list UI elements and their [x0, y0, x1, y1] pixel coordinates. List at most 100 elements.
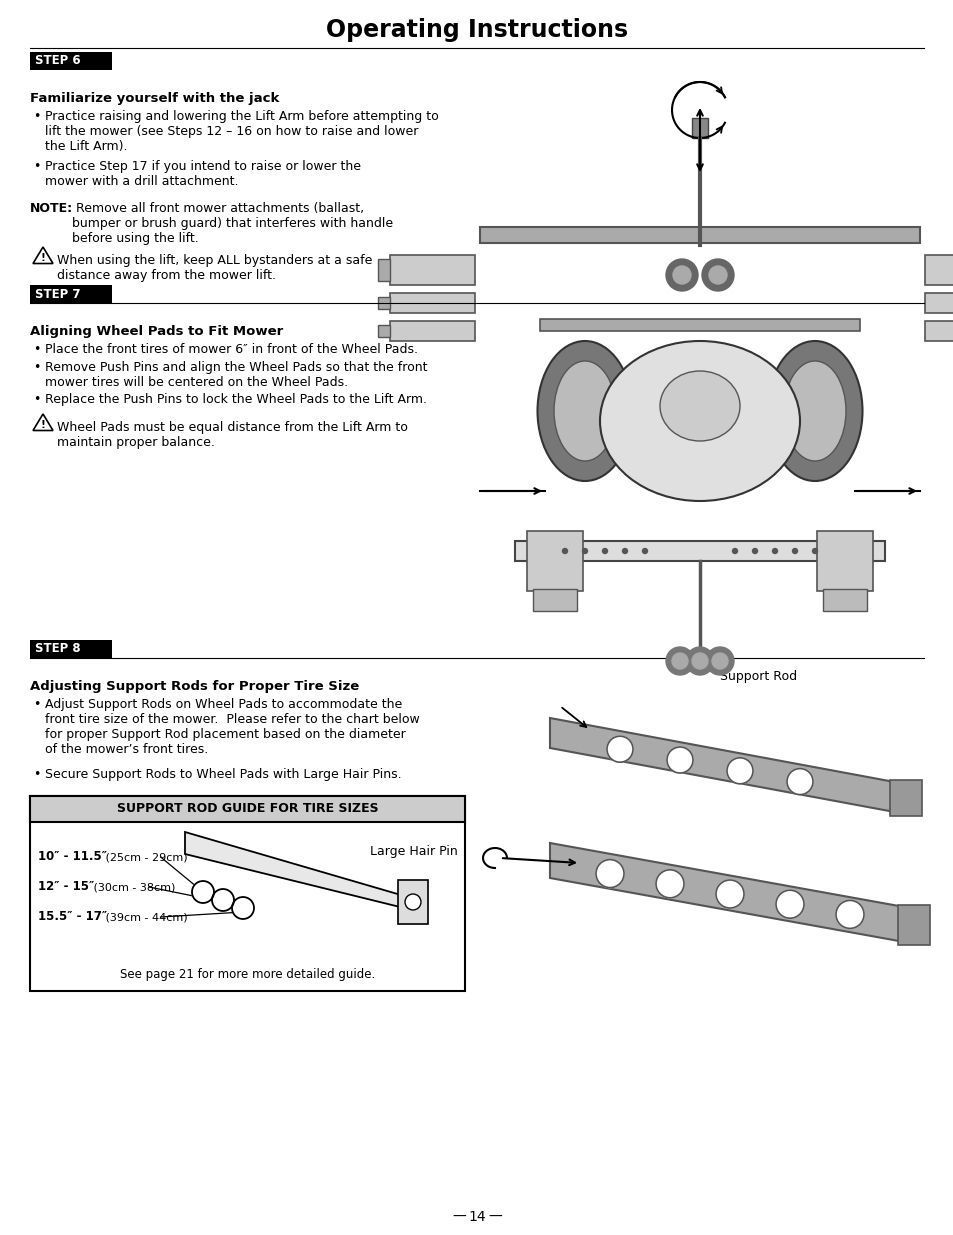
Circle shape — [596, 860, 623, 888]
Polygon shape — [33, 247, 53, 263]
Bar — [30, 640, 112, 658]
Ellipse shape — [599, 341, 800, 501]
Text: —: — — [452, 1210, 465, 1224]
Ellipse shape — [537, 341, 632, 480]
Circle shape — [671, 653, 687, 669]
Circle shape — [705, 647, 733, 676]
Text: (39cm - 44cm): (39cm - 44cm) — [102, 911, 187, 923]
Polygon shape — [550, 844, 909, 944]
Text: Place the front tires of mower 6″ in front of the Wheel Pads.: Place the front tires of mower 6″ in fro… — [45, 343, 417, 356]
Text: STEP 7: STEP 7 — [35, 288, 80, 300]
Text: SUPPORT ROD GUIDE FOR TIRE SIZES: SUPPORT ROD GUIDE FOR TIRE SIZES — [116, 803, 378, 815]
Polygon shape — [550, 718, 899, 813]
Bar — [377, 296, 390, 309]
Text: When using the lift, keep ALL bystanders at a safe
distance away from the mower : When using the lift, keep ALL bystanders… — [57, 254, 372, 282]
Bar — [390, 254, 475, 285]
Bar — [30, 797, 464, 990]
Text: •: • — [33, 161, 40, 173]
Circle shape — [772, 548, 777, 553]
Text: Aligning Wheel Pads to Fit Mower: Aligning Wheel Pads to Fit Mower — [30, 325, 283, 338]
Bar — [924, 293, 953, 312]
Circle shape — [606, 736, 633, 762]
Circle shape — [212, 889, 233, 911]
Bar — [30, 285, 112, 303]
Text: !: ! — [41, 420, 46, 430]
Text: 12″ - 15″: 12″ - 15″ — [38, 881, 94, 893]
Text: •: • — [33, 698, 40, 711]
Circle shape — [672, 266, 690, 284]
Circle shape — [716, 881, 743, 908]
Text: !: ! — [41, 253, 46, 263]
Text: •: • — [33, 768, 40, 781]
Text: Large Hair Pin: Large Hair Pin — [370, 845, 457, 857]
Circle shape — [192, 881, 213, 903]
Circle shape — [752, 548, 757, 553]
Text: 15.5″ - 17″: 15.5″ - 17″ — [38, 910, 107, 924]
Bar — [515, 541, 884, 561]
Circle shape — [665, 259, 698, 291]
Circle shape — [666, 747, 692, 773]
Text: Practice raising and lowering the Lift Arm before attempting to
lift the mower (: Practice raising and lowering the Lift A… — [45, 110, 438, 153]
Text: Adjusting Support Rods for Proper Tire Size: Adjusting Support Rods for Proper Tire S… — [30, 680, 359, 693]
Bar — [30, 797, 464, 823]
Text: Practice Step 17 if you intend to raise or lower the
mower with a drill attachme: Practice Step 17 if you intend to raise … — [45, 161, 360, 188]
Text: Support Rod: Support Rod — [720, 671, 797, 683]
Circle shape — [775, 890, 803, 918]
Circle shape — [835, 900, 863, 929]
Bar — [691, 119, 707, 138]
Bar — [889, 781, 921, 816]
Text: STEP 8: STEP 8 — [35, 642, 81, 656]
Bar — [897, 905, 929, 945]
Bar — [822, 589, 866, 611]
Circle shape — [726, 758, 752, 784]
Circle shape — [708, 266, 726, 284]
Ellipse shape — [659, 370, 740, 441]
Text: •: • — [33, 343, 40, 356]
Ellipse shape — [783, 361, 845, 461]
Circle shape — [405, 894, 420, 910]
Text: Secure Support Rods to Wheel Pads with Large Hair Pins.: Secure Support Rods to Wheel Pads with L… — [45, 768, 401, 781]
Ellipse shape — [554, 361, 616, 461]
Text: Operating Instructions: Operating Instructions — [326, 19, 627, 42]
Circle shape — [582, 548, 587, 553]
Text: (25cm - 29cm): (25cm - 29cm) — [102, 852, 187, 862]
Circle shape — [232, 897, 253, 919]
Text: Replace the Push Pins to lock the Wheel Pads to the Lift Arm.: Replace the Push Pins to lock the Wheel … — [45, 393, 427, 406]
Bar — [539, 319, 859, 331]
Text: See page 21 for more more detailed guide.: See page 21 for more more detailed guide… — [120, 968, 375, 981]
Circle shape — [732, 548, 737, 553]
Bar — [533, 589, 577, 611]
Text: Remove all front mower attachments (ballast,
bumper or brush guard) that interfe: Remove all front mower attachments (ball… — [71, 203, 393, 245]
Text: 10″ - 11.5″: 10″ - 11.5″ — [38, 851, 107, 863]
Bar — [377, 259, 390, 282]
Text: NOTE:: NOTE: — [30, 203, 73, 215]
Bar — [816, 531, 872, 592]
Bar — [924, 321, 953, 341]
Text: Familiarize yourself with the jack: Familiarize yourself with the jack — [30, 91, 279, 105]
Circle shape — [701, 259, 733, 291]
Bar — [526, 531, 582, 592]
Circle shape — [641, 548, 647, 553]
Ellipse shape — [767, 341, 862, 480]
Text: •: • — [33, 393, 40, 406]
Polygon shape — [185, 832, 424, 923]
Bar — [390, 293, 475, 312]
Bar — [397, 881, 428, 924]
Circle shape — [602, 548, 607, 553]
Text: 14: 14 — [468, 1210, 485, 1224]
Text: Wheel Pads must be equal distance from the Lift Arm to
maintain proper balance.: Wheel Pads must be equal distance from t… — [57, 421, 408, 450]
Text: STEP 6: STEP 6 — [35, 54, 81, 68]
Bar — [390, 321, 475, 341]
Circle shape — [812, 548, 817, 553]
Text: Adjust Support Rods on Wheel Pads to accommodate the
front tire size of the mowe: Adjust Support Rods on Wheel Pads to acc… — [45, 698, 419, 756]
Bar — [377, 325, 390, 337]
Text: •: • — [33, 110, 40, 124]
Bar — [30, 52, 112, 70]
Polygon shape — [33, 414, 53, 431]
Circle shape — [711, 653, 727, 669]
Circle shape — [792, 548, 797, 553]
Circle shape — [691, 653, 707, 669]
Circle shape — [562, 548, 567, 553]
Circle shape — [685, 647, 713, 676]
Bar — [479, 227, 919, 243]
